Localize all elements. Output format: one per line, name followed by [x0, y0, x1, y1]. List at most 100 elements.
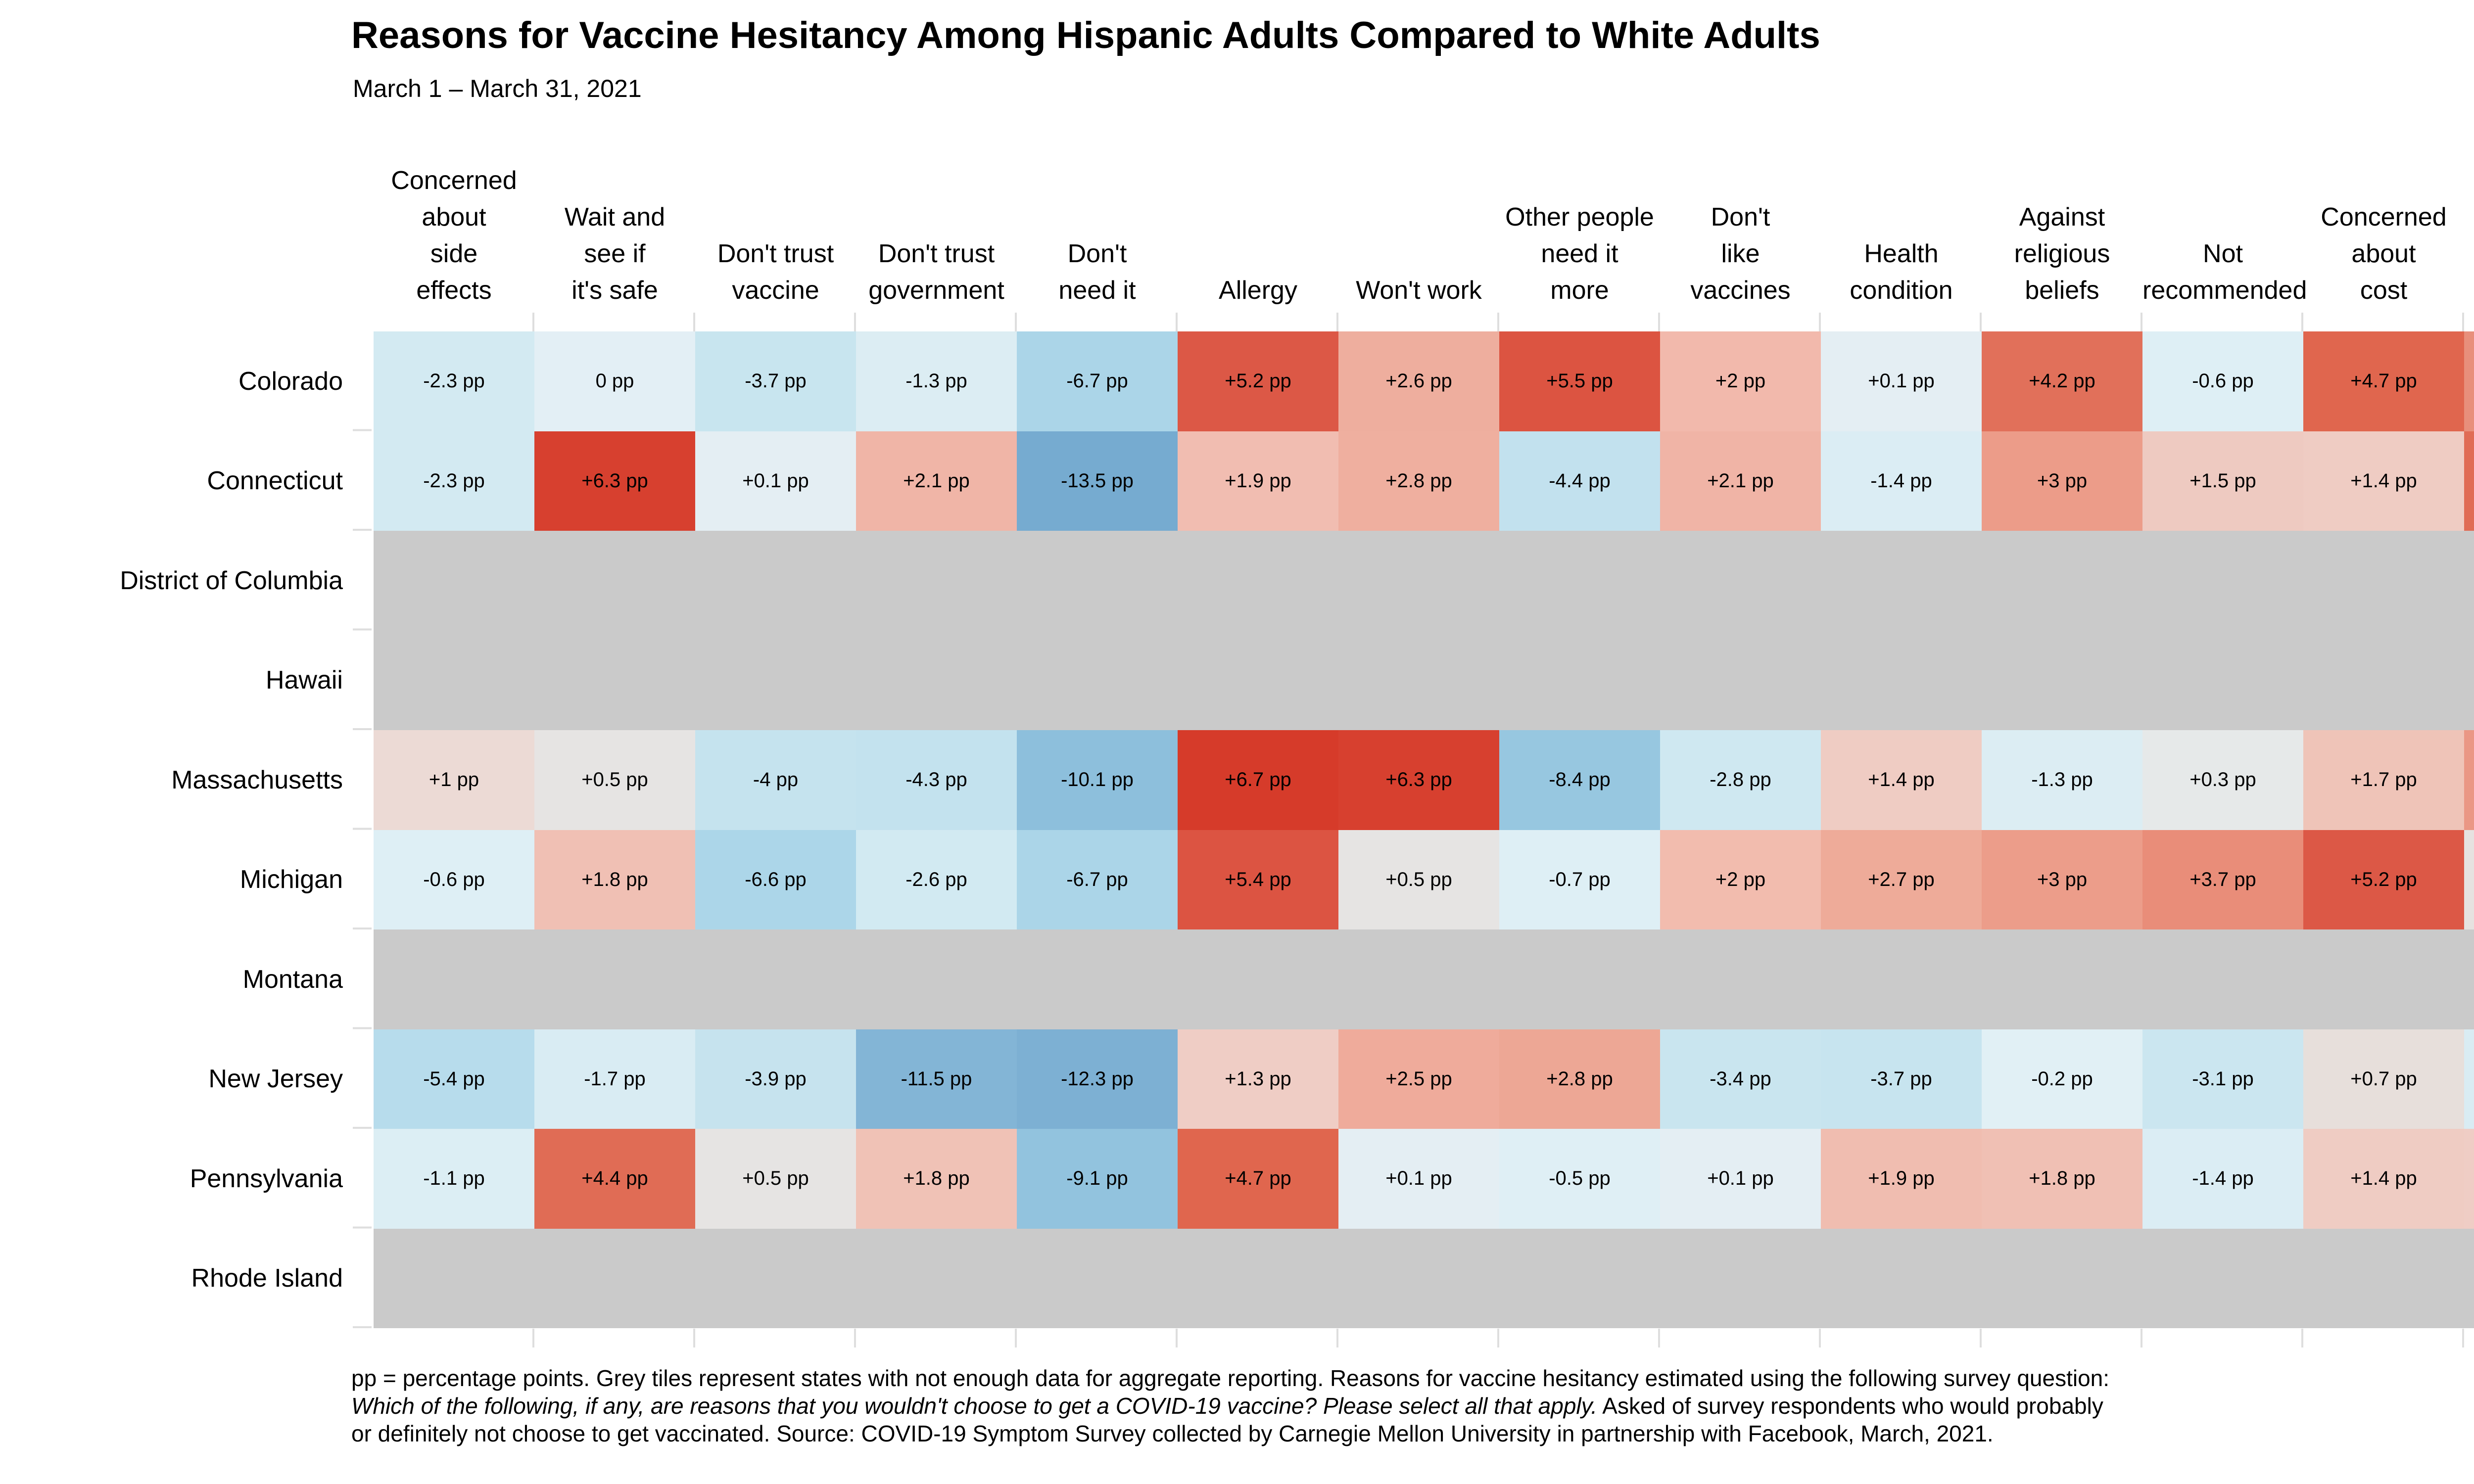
missing-row-tile — [374, 531, 2474, 631]
row-label: District of Columbia — [120, 566, 343, 595]
heatmap-cell: -6.6 pp — [695, 830, 856, 929]
heatmap-cell: -0.2 pp — [1982, 1029, 2142, 1129]
column-header-line: about — [2351, 239, 2416, 268]
heatmap-cell: +3.7 pp — [2142, 830, 2303, 929]
heatmap-cell: -0.5 pp — [1499, 1129, 1660, 1229]
column-header-label: Wait and see if it's safe — [534, 199, 695, 317]
column-header-line: like — [1721, 239, 1760, 268]
column-header-label: Concerned about side effects — [374, 162, 534, 317]
heatmap-cell: +2 pp — [1660, 830, 1821, 929]
heatmap-cell: -12.3 pp — [1017, 1029, 1178, 1129]
row-label: Massachusetts — [171, 765, 343, 794]
column-header-line: Against — [2019, 203, 2105, 232]
heatmap-cell: +3.1 pp — [2464, 730, 2474, 830]
heatmap-cell: -0.6 pp — [374, 830, 534, 929]
row-label: Connecticut — [207, 466, 343, 496]
column-header-label: Don't need it — [1017, 235, 1178, 317]
heatmap-cell: -1.4 pp — [2142, 1129, 2303, 1229]
heatmap-cell: +1.8 pp — [534, 830, 695, 929]
heatmap-cell: +0.1 pp — [1821, 331, 1982, 431]
column-header-line: more — [1550, 276, 1609, 305]
column-header-line: vaccines — [1690, 276, 1791, 305]
missing-row-tile — [374, 630, 2474, 730]
heatmap-cell: -13.5 pp — [1017, 431, 1178, 531]
heatmap-cell: +1.7 pp — [2303, 730, 2464, 830]
column-header-line: government — [868, 276, 1004, 305]
heatmap-cell: +1.3 pp — [1178, 1029, 1338, 1129]
heatmap-cell: -4 pp — [695, 730, 856, 830]
heatmap-cell: +0.5 pp — [1338, 830, 1499, 929]
heatmap-cell: +0.3 pp — [2142, 730, 2303, 830]
heatmap-cell: -8.4 pp — [1499, 730, 1660, 830]
footnote: pp = percentage points. Grey tiles repre… — [351, 1364, 2109, 1447]
column-header-line: side — [430, 239, 478, 268]
heatmap-cell: +0.5 pp — [534, 730, 695, 830]
heatmap-cell: +2.6 pp — [1338, 331, 1499, 431]
heatmap-cell: -3.7 pp — [1821, 1029, 1982, 1129]
heatmap-cell: +6.7 pp — [1178, 730, 1338, 830]
heatmap-cell: +0.7 pp — [2303, 1029, 2464, 1129]
heatmap-cell: +3.5 pp — [2464, 331, 2474, 431]
heatmap-cell: +2.1 pp — [856, 431, 1017, 531]
column-header-line: Not — [2203, 239, 2243, 268]
column-header-label: Concerned about cost — [2303, 199, 2464, 317]
footnote-text: pp = percentage points. Grey tiles repre… — [351, 1365, 2110, 1391]
heatmap-cell: -2.3 pp — [374, 431, 534, 531]
heatmap-cell: +4.4 pp — [2464, 431, 2474, 531]
heatmap-cell: +2.8 pp — [1338, 431, 1499, 531]
row-label: New Jersey — [208, 1065, 343, 1094]
heatmap-cell: +0.1 pp — [1338, 1129, 1499, 1229]
heatmap-cell: -1.1 pp — [374, 1129, 534, 1229]
chart-subtitle: March 1 – March 31, 2021 — [353, 75, 642, 102]
column-header-label: Against religious beliefs — [1982, 199, 2142, 317]
column-header-line: Other people — [1505, 203, 1654, 232]
column-header-line: need it — [1541, 239, 1618, 268]
row-label: Montana — [242, 965, 343, 994]
heatmap-cell: -0.6 pp — [2142, 331, 2303, 431]
row-label: Rhode Island — [191, 1264, 343, 1293]
heatmap-cell: +0.1 pp — [695, 431, 856, 531]
footnote-survey-question: Which of the following, if any, are reas… — [351, 1393, 1598, 1419]
heatmap-cell: +6.3 pp — [534, 431, 695, 531]
heatmap-cell: -1.3 pp — [1982, 730, 2142, 830]
column-header-line: recommended — [2142, 276, 2307, 305]
heatmap-cell: -6.7 pp — [1017, 830, 1178, 929]
heatmap-cell: +4.2 pp — [1982, 331, 2142, 431]
heatmap-cell: +1.4 pp — [1821, 730, 1982, 830]
heatmap-cell: +5.2 pp — [2303, 830, 2464, 929]
heatmap-cell: +1.9 pp — [1178, 431, 1338, 531]
heatmap-cell: -3.9 pp — [695, 1029, 856, 1129]
footnote-line: pp = percentage points. Grey tiles repre… — [351, 1364, 2109, 1392]
heatmap-grid: -2.3 pp 0 pp -3.7 pp -1.3 pp -6.7 pp +5.2 pp +… — [374, 331, 2474, 1328]
column-header-line: Concerned — [391, 166, 517, 195]
heatmap-cell: +1.8 pp — [1982, 1129, 2142, 1229]
heatmap-cell: -2.3 pp — [374, 331, 534, 431]
heatmap-cell: +4.7 pp — [2303, 331, 2464, 431]
heatmap-cell: +0.6 pp — [2464, 830, 2474, 929]
heatmap-cell: +3 pp — [1982, 431, 2142, 531]
heatmap-cell: +2.7 pp — [1821, 830, 1982, 929]
heatmap-cell: -9.1 pp — [1017, 1129, 1178, 1229]
column-header-label: Allergy — [1178, 272, 1338, 317]
column-header-line: Don't trust — [878, 239, 995, 268]
column-header-label: Don't like vaccines — [1660, 199, 1821, 317]
heatmap-cell: +2.8 pp — [1499, 1029, 1660, 1129]
heatmap-cell: -1.3 pp — [856, 331, 1017, 431]
column-header-line: religious — [2014, 239, 2110, 268]
missing-row-tile — [374, 929, 2474, 1029]
column-header-line: need it — [1058, 276, 1136, 305]
heatmap-cell: -10.1 pp — [1017, 730, 1178, 830]
axis-ticks-bottom — [374, 1329, 2474, 1347]
column-header-line: cost — [2360, 276, 2408, 305]
heatmap-cell: -6.7 pp — [1017, 331, 1178, 431]
heatmap-cell: +6.3 pp — [1338, 730, 1499, 830]
column-header-label: Won't work — [1338, 272, 1499, 317]
heatmap-cell: -3.7 pp — [695, 331, 856, 431]
column-header-line: condition — [1850, 276, 1953, 305]
row-label: Michigan — [239, 865, 343, 894]
heatmap-cell: -1.4 pp — [1821, 431, 1982, 531]
heatmap-cell: +5.5 pp — [1499, 331, 1660, 431]
heatmap-cell: +2 pp — [1660, 331, 1821, 431]
heatmap-cell: -11.5 pp — [856, 1029, 1017, 1129]
row-label: Colorado — [238, 367, 343, 396]
